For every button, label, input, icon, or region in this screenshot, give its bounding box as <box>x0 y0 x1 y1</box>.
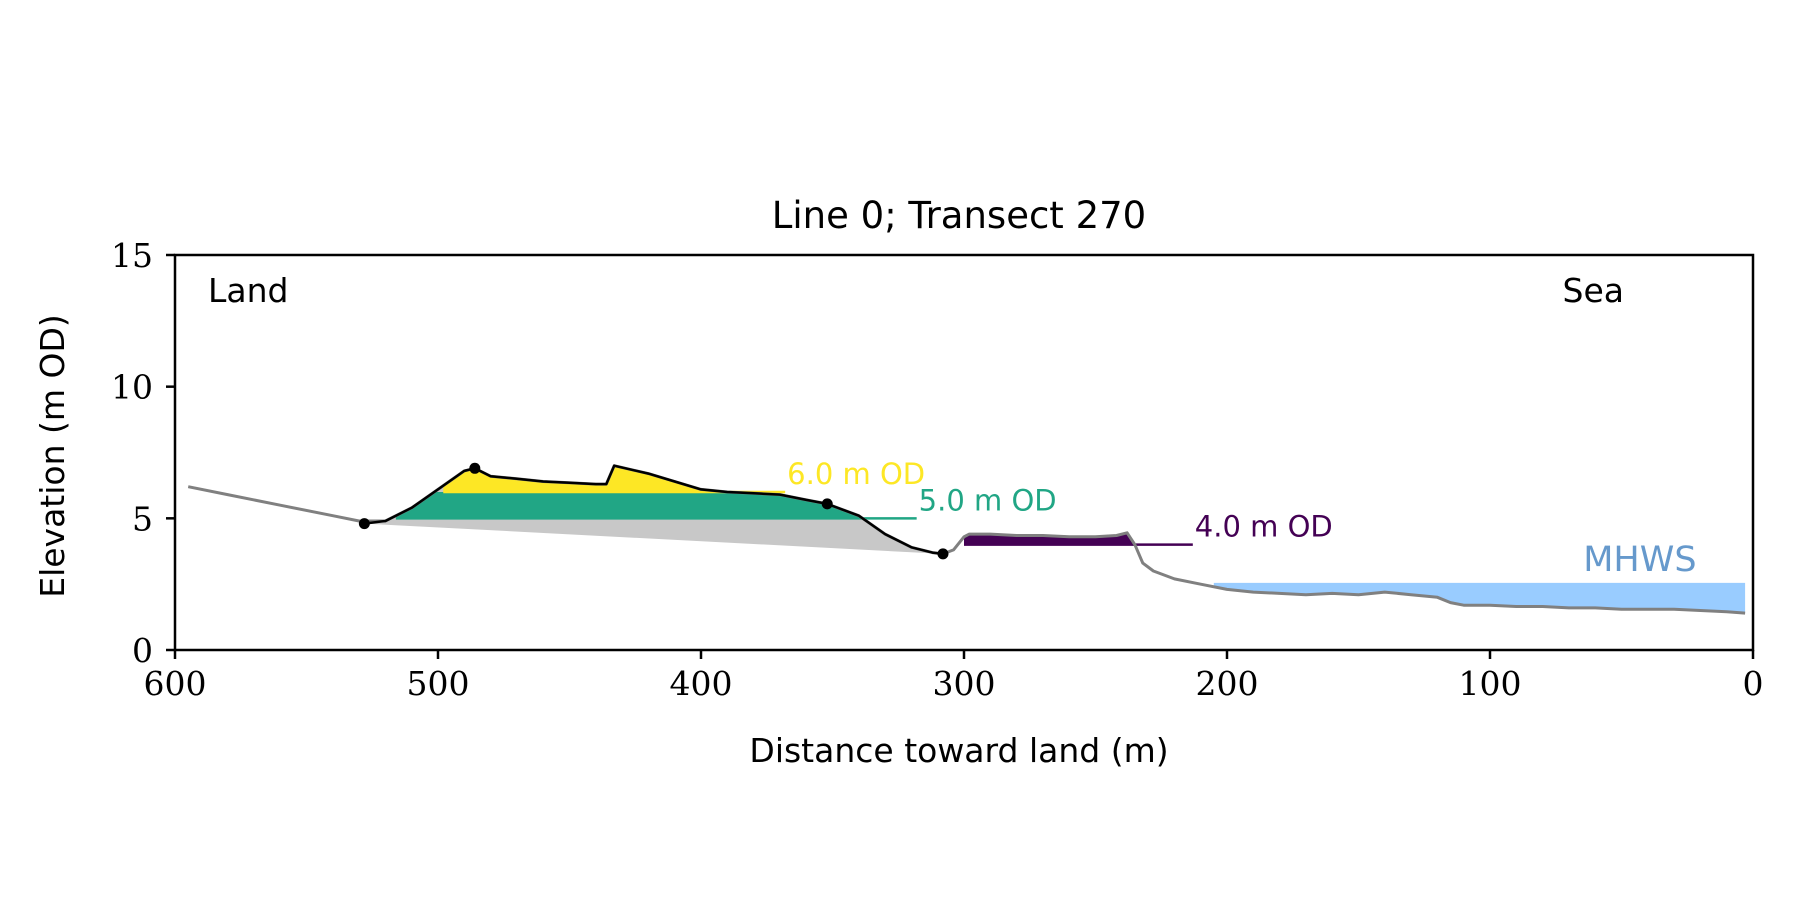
level-label-6: 6.0 m OD <box>787 457 925 491</box>
sea-label: Sea <box>1563 271 1624 310</box>
x-tick-label: 600 <box>144 664 207 703</box>
axes: 600 500 400 300 200 100 0 0 5 10 15 <box>111 236 1764 703</box>
y-axis-label: Elevation (m OD) <box>33 314 72 598</box>
level-label-5: 5.0 m OD <box>919 483 1057 517</box>
x-tick-label: 100 <box>1459 664 1522 703</box>
level-fill-5 <box>395 492 862 519</box>
markers <box>358 462 949 560</box>
level-fill-6 <box>443 465 728 492</box>
dune-point <box>821 498 833 510</box>
dune-point <box>937 548 949 560</box>
level-label-4: 4.0 m OD <box>1195 510 1333 544</box>
y-tick-label: 0 <box>132 631 153 670</box>
x-axis-label: Distance toward land (m) <box>749 731 1168 770</box>
y-tick-label: 5 <box>132 499 153 538</box>
y-tick-label: 10 <box>111 368 153 407</box>
y-tick-label: 15 <box>111 236 153 275</box>
mhws-label: MHWS <box>1583 540 1696 580</box>
land-label: Land <box>208 271 288 310</box>
dune-point <box>358 518 370 530</box>
x-tick-label: 0 <box>1743 664 1764 703</box>
dune-point <box>469 462 481 474</box>
x-tick-label: 500 <box>407 664 470 703</box>
x-tick-label: 400 <box>670 664 733 703</box>
x-tick-label: 300 <box>933 664 996 703</box>
mhws-band <box>1213 582 1746 614</box>
dune-outline-line <box>364 464 944 556</box>
x-tick-label: 200 <box>1196 664 1259 703</box>
profile-lines: 6.0 m OD5.0 m OD 4.0 m OD MHWS <box>187 457 1746 615</box>
chart-title: Line 0; Transect 270 <box>772 194 1146 237</box>
